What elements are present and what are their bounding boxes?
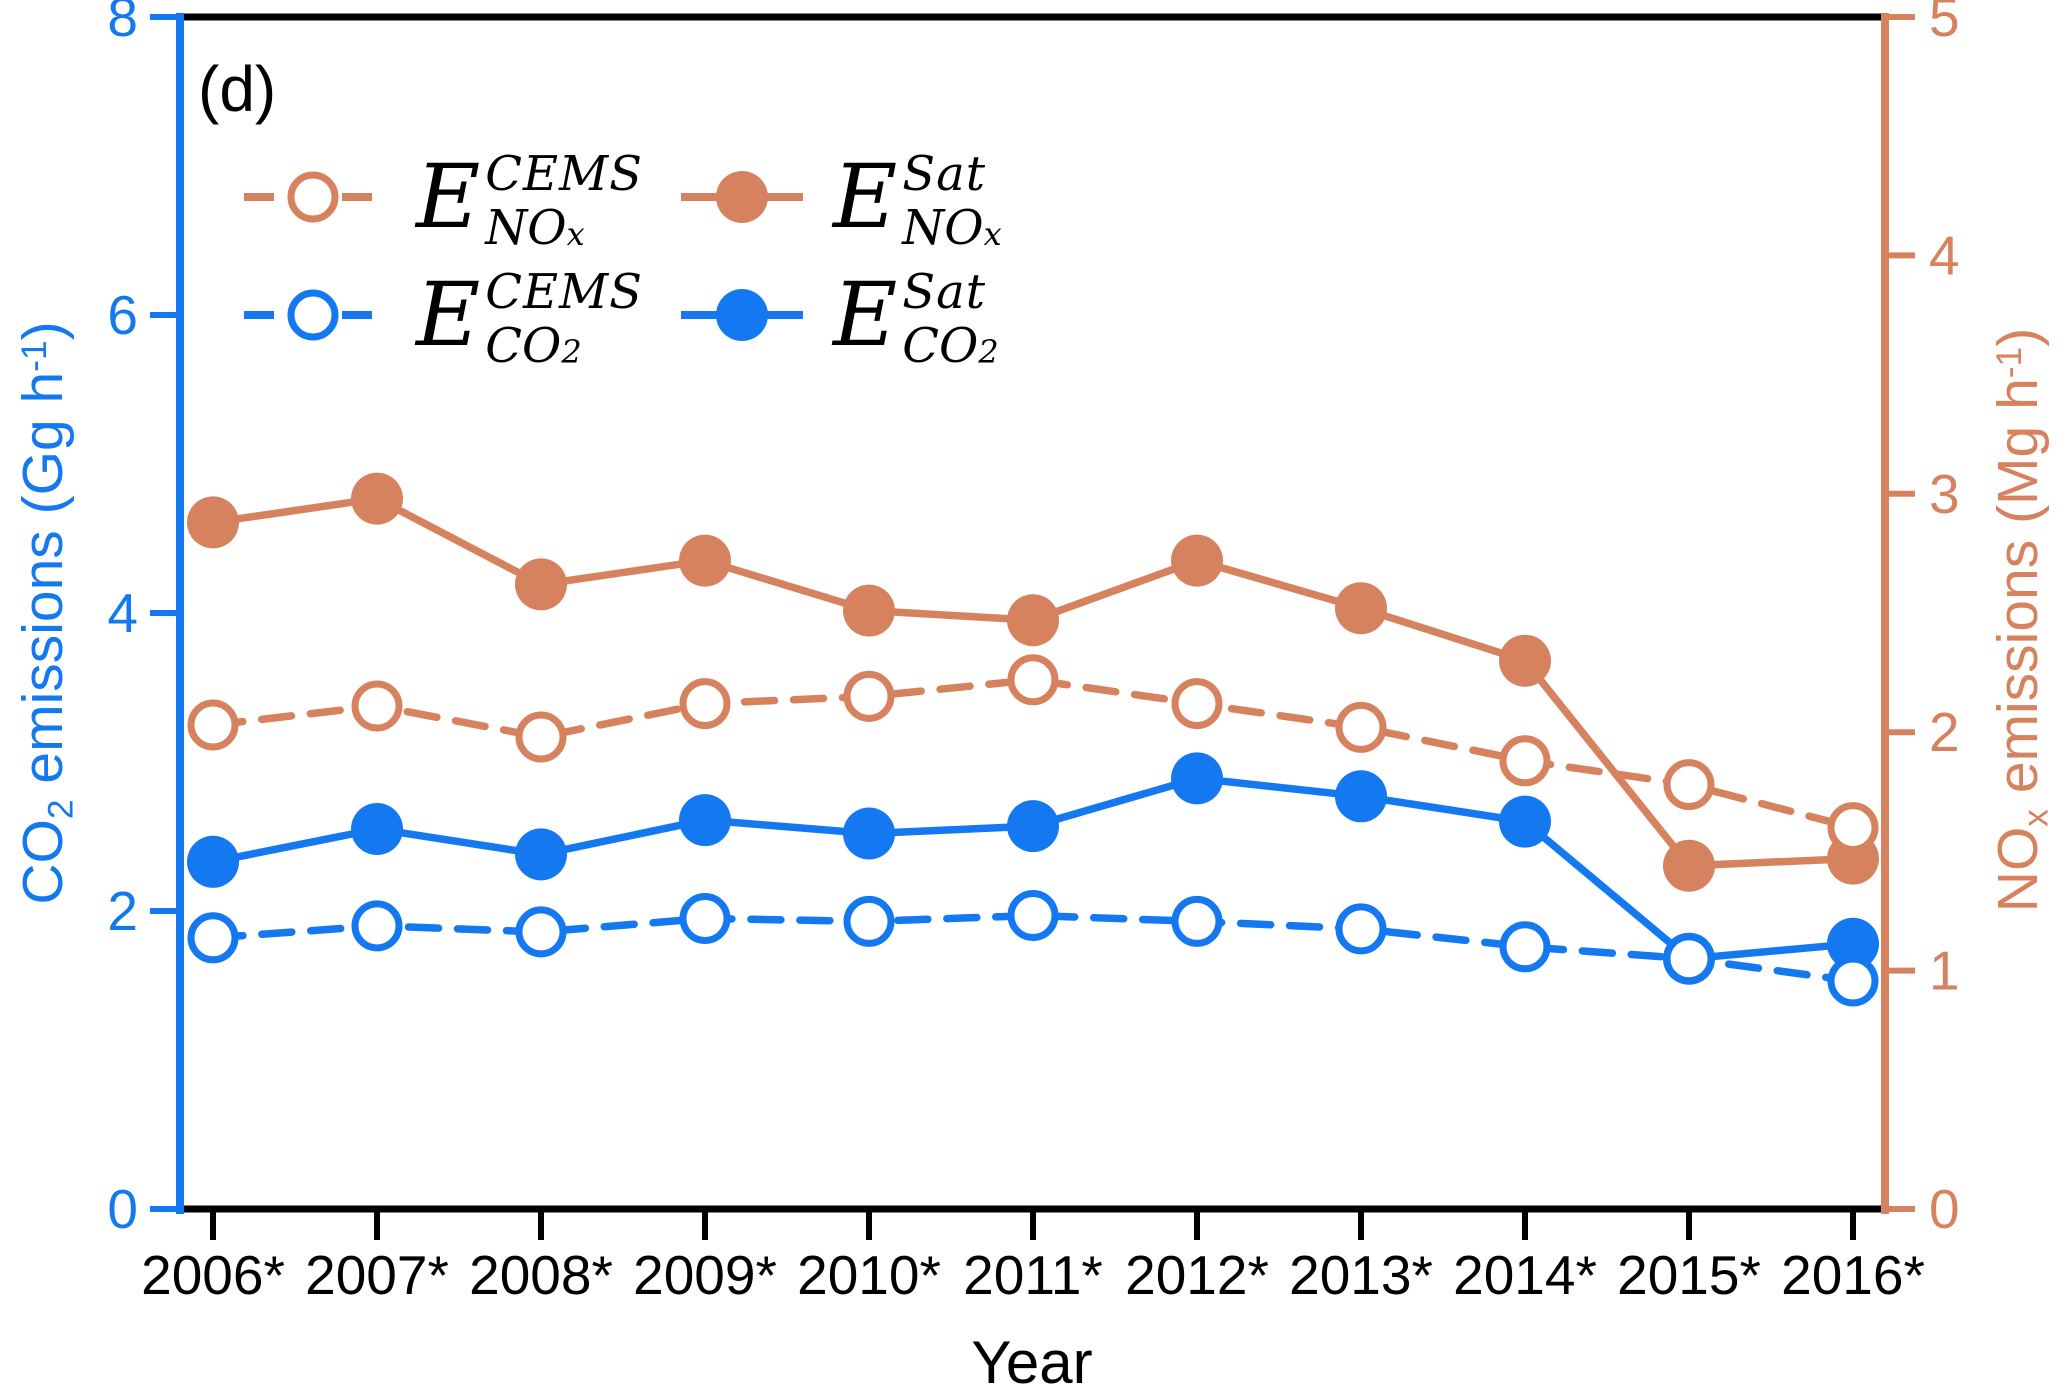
data-point-sat_co2 (1171, 752, 1223, 805)
data-point-cems_nox (1827, 802, 1879, 854)
legend-sample-dashed-open-icon (244, 171, 386, 223)
legend-row-co2: E CEMS CO 2 E Sat CO 2 (240, 256, 1036, 374)
series-line-cems_co2 (209, 911, 1857, 985)
data-point-sat_nox (187, 496, 239, 549)
right-axis-ticks: 0 1 2 3 4 5 (1889, 0, 1960, 1240)
legend-row-nox: E CEMS NO x E Sat NO x (240, 138, 1036, 256)
data-point-cems_co2 (351, 900, 403, 952)
data-point-sat_nox (1335, 582, 1387, 635)
data-point-cems_nox (1335, 701, 1387, 753)
data-point-cems_co2 (1007, 890, 1059, 941)
data-point-cems_co2 (843, 895, 895, 947)
data-point-sat_nox (351, 472, 403, 525)
right-axis-tick-label: 3 (1929, 463, 1960, 525)
data-point-sat_co2 (679, 794, 731, 847)
legend-label-sat-co2: E Sat CO 2 (833, 263, 999, 374)
panel-label: (d) (198, 53, 277, 125)
data-point-sat_co2 (1499, 795, 1551, 848)
data-point-cems_co2 (1335, 903, 1387, 955)
data-point-sat_co2 (1827, 917, 1879, 970)
data-point-sat_nox (515, 558, 567, 611)
left-axis-tick-label: 2 (107, 880, 138, 942)
left-axis-tick-label: 8 (107, 0, 138, 48)
data-point-cems_nox (843, 670, 895, 722)
x-axis-tick-label: 2013* (1289, 1244, 1433, 1306)
legend-label-sat-nox: E Sat NO x (833, 145, 1002, 256)
right-axis-tick-label: 1 (1929, 940, 1960, 1002)
data-point-sat_co2 (351, 803, 403, 855)
right-axis-tick-label: 5 (1929, 0, 1960, 48)
legend-sample-solid-filled-icon (681, 289, 804, 341)
left-axis-tick-label: 0 (107, 1178, 138, 1240)
x-axis-tick-label: 2011* (963, 1244, 1103, 1306)
legend-entry-cems-nox: E CEMS NO x (240, 145, 644, 256)
x-axis-tick-label: 2014* (1453, 1244, 1597, 1306)
data-point-sat_co2 (1007, 800, 1059, 853)
x-axis-tick-label: 2015* (1617, 1244, 1761, 1306)
legend-sample-dashed-open-icon (244, 289, 386, 341)
data-point-sat_nox (1007, 594, 1059, 647)
data-point-sat_nox (1663, 839, 1715, 892)
data-point-cems_co2 (1827, 955, 1879, 1007)
x-axis-tick-label: 2007* (305, 1244, 449, 1306)
x-axis-tick-label: 2008* (469, 1244, 613, 1306)
legend-label-cems-nox: E CEMS NO x (416, 145, 644, 256)
legend: E CEMS NO x E Sat NO x E CEMS CO 2 (240, 138, 1036, 374)
left-axis-title: CO2 emissions (Gg h-1) (10, 321, 81, 905)
data-point-cems_nox (1007, 654, 1059, 706)
data-point-cems_nox (351, 680, 403, 732)
right-axis-title: NOx emissions (Mg h-1) (1985, 327, 2056, 913)
x-axis-tick-label: 2006* (141, 1244, 285, 1306)
data-point-cems_nox (187, 699, 239, 751)
data-point-sat_co2 (515, 828, 567, 881)
right-axis-tick-label: 4 (1929, 224, 1960, 286)
data-series-group (187, 472, 1879, 1007)
data-point-cems_co2 (679, 893, 731, 944)
x-axis-tick-label: 2016* (1781, 1244, 1925, 1306)
left-axis-ticks: 0 2 4 6 8 (107, 0, 176, 1240)
data-point-sat_nox (843, 584, 895, 637)
data-point-cems_co2 (1499, 921, 1551, 973)
data-point-cems_nox (515, 711, 567, 763)
left-axis-tick-label: 4 (107, 582, 138, 644)
x-axis-title: Year (971, 1329, 1093, 1396)
x-axis-ticks: 2006* 2007* 2008* 2009* 2010* 2011* 2012* 2013*… (141, 1212, 1925, 1306)
data-point-sat_nox (1499, 634, 1551, 687)
data-point-cems_nox (1663, 759, 1715, 811)
legend-entry-sat-co2: E Sat CO 2 (677, 263, 999, 374)
data-point-cems_nox (1499, 735, 1551, 787)
x-axis-tick-label: 2012* (1125, 1244, 1269, 1306)
data-point-cems_nox (679, 678, 731, 730)
legend-sample-solid-filled-icon (681, 171, 804, 223)
legend-label-cems-co2: E CEMS CO 2 (416, 263, 644, 374)
right-axis-tick-label: 2 (1929, 701, 1960, 763)
data-point-cems_co2 (1663, 933, 1715, 985)
series-line-cems_nox (209, 676, 1857, 832)
data-point-sat_co2 (843, 807, 895, 860)
legend-entry-sat-nox: E Sat NO x (677, 145, 1002, 256)
data-point-sat_co2 (1335, 770, 1387, 823)
data-point-cems_co2 (187, 912, 239, 964)
right-axis-tick-label: 0 (1929, 1178, 1960, 1240)
data-point-cems_nox (1171, 678, 1223, 730)
data-point-sat_nox (679, 534, 731, 587)
x-axis-tick-label: 2010* (797, 1244, 941, 1306)
x-axis-tick-label: 2009* (633, 1244, 777, 1306)
data-point-cems_co2 (515, 906, 567, 958)
data-point-sat_nox (1171, 534, 1223, 587)
left-axis-tick-label: 6 (107, 284, 138, 346)
legend-entry-cems-co2: E CEMS CO 2 (240, 263, 644, 374)
data-point-cems_co2 (1171, 895, 1223, 947)
data-point-sat_co2 (187, 835, 239, 888)
